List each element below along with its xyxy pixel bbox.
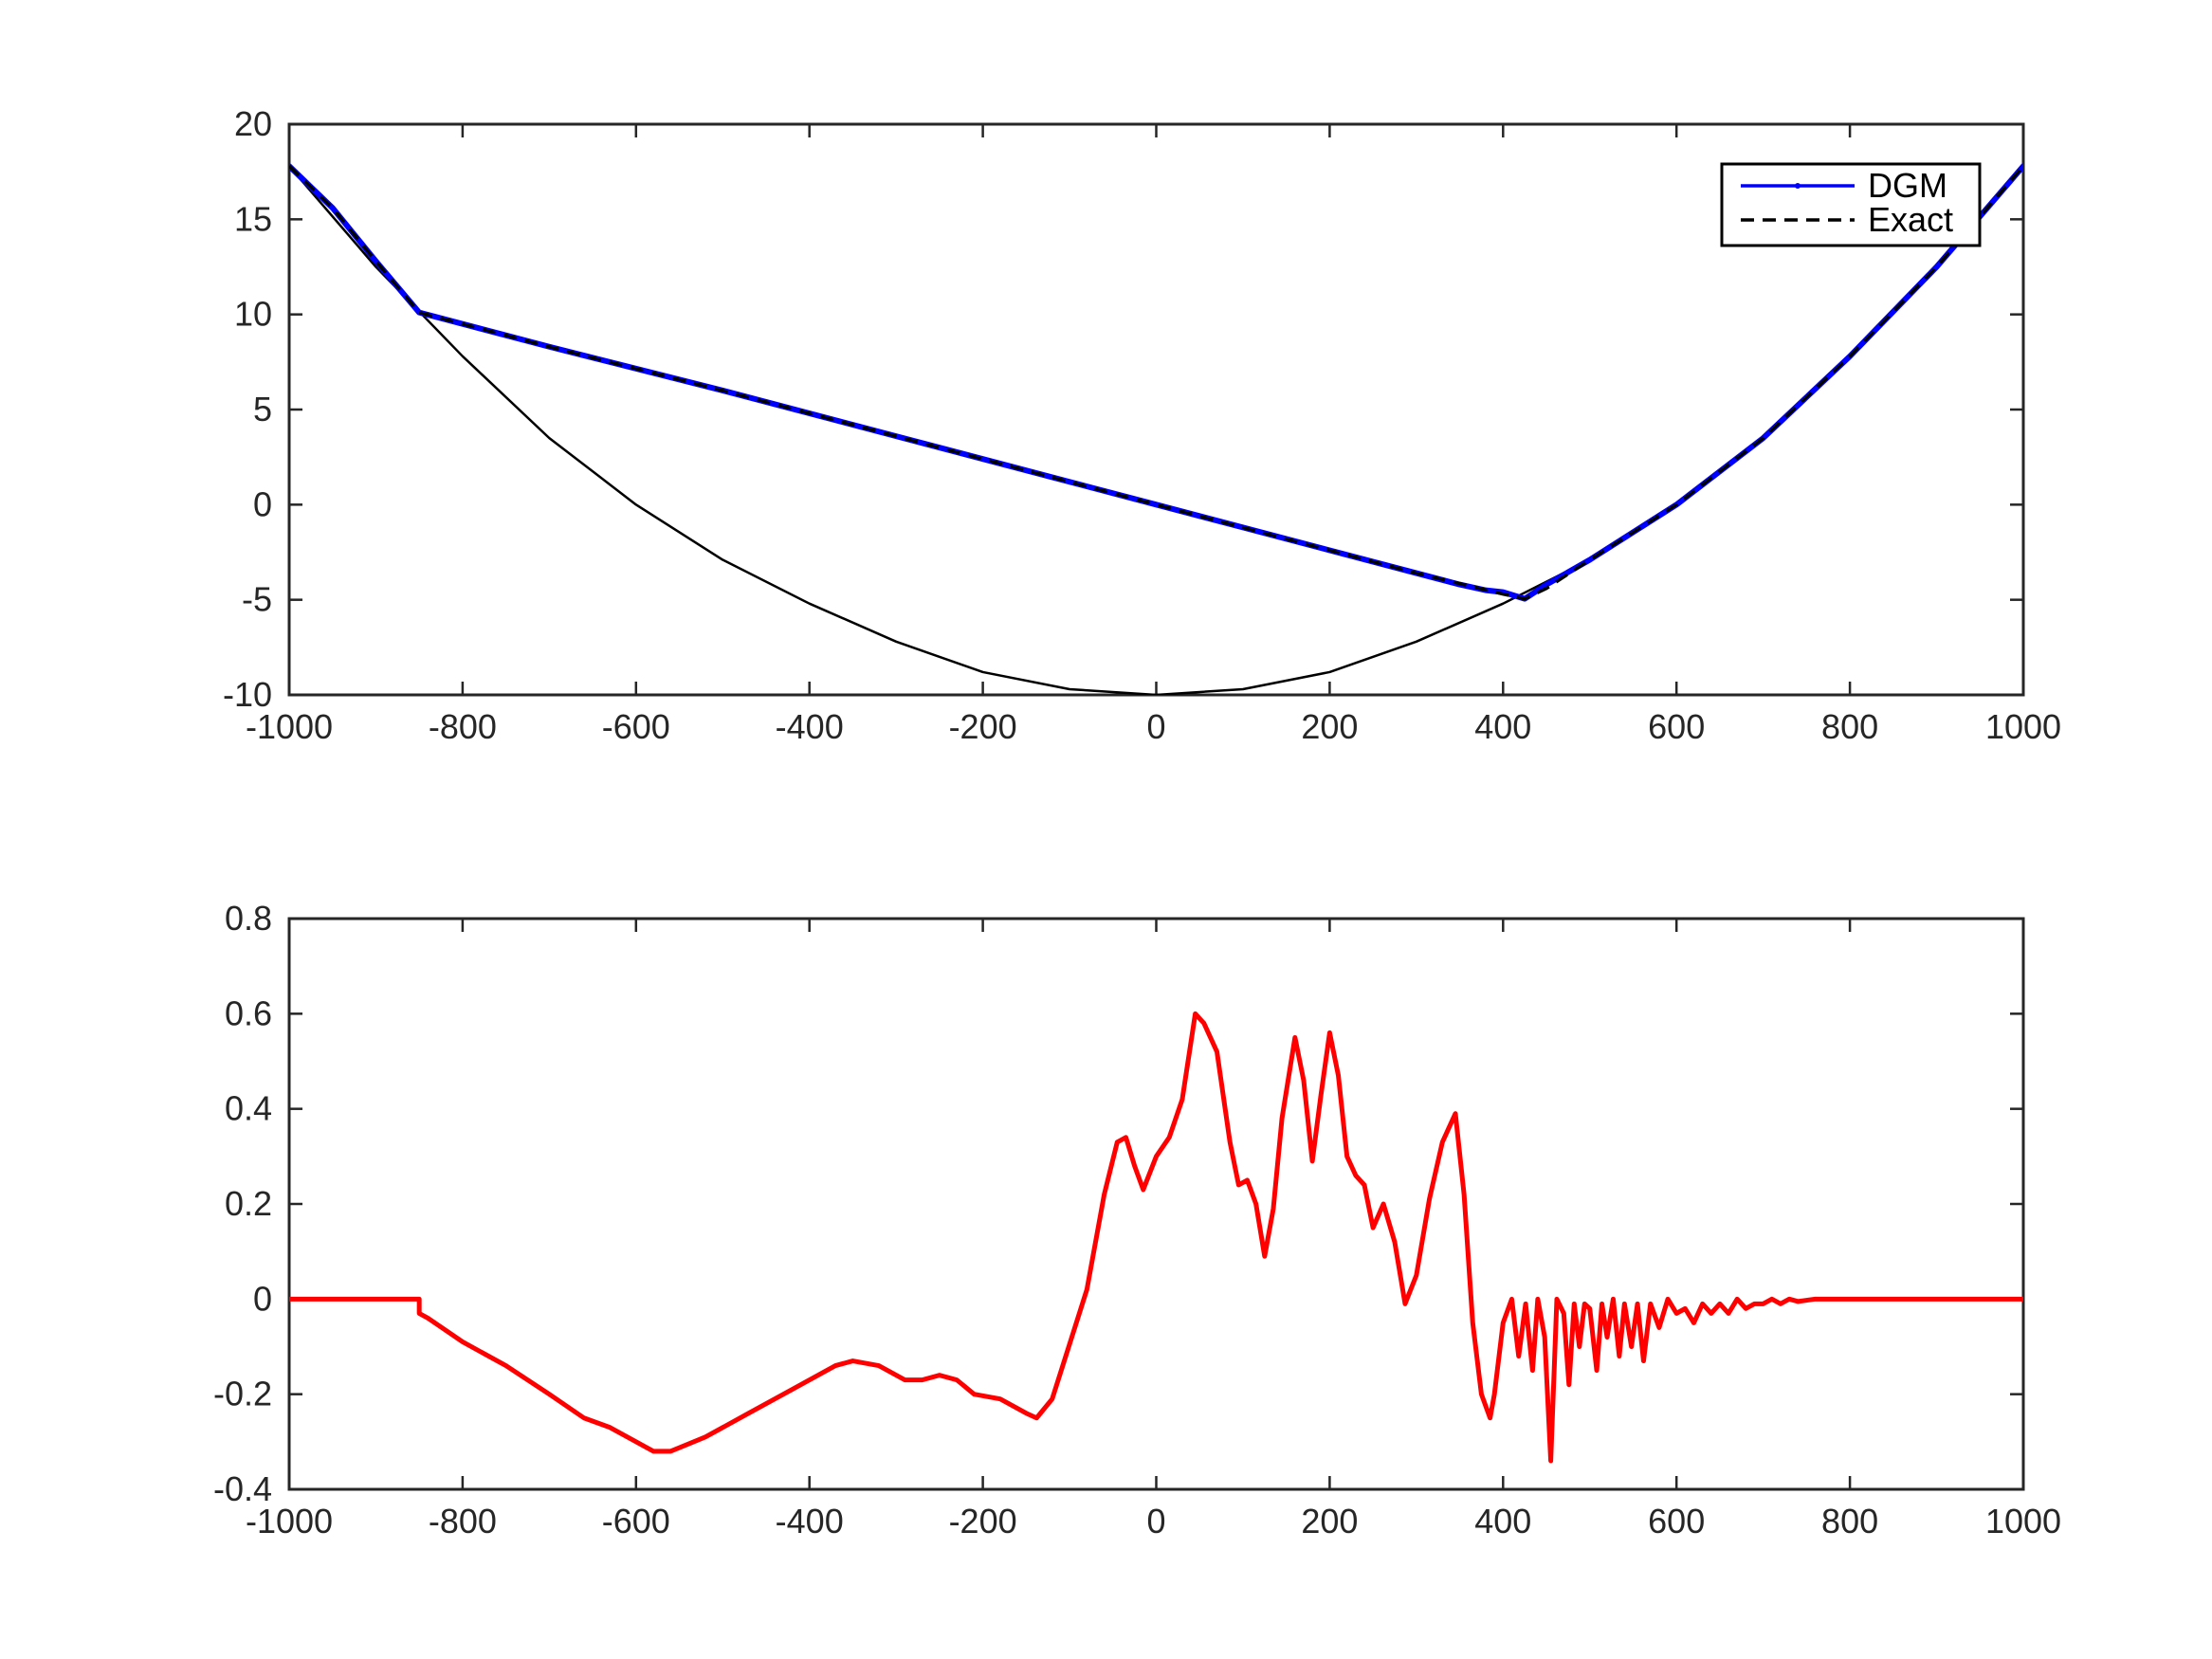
top-series-exact [289, 164, 2023, 601]
bottom-x-tick-label: 200 [1301, 1502, 1358, 1540]
legend-label-dgm: DGM [1868, 166, 1947, 205]
bottom-x-tick-label: -800 [429, 1502, 497, 1540]
bottom-y-tick-label: 0 [253, 1279, 272, 1318]
bottom-series-line-0 [289, 1011, 2023, 1464]
top-y-tick-label: 10 [234, 295, 272, 334]
legend-marker-dgm [1795, 183, 1801, 189]
bottom-x-tick-label: -1000 [246, 1502, 333, 1540]
bottom-y-tick-label: 0.2 [225, 1184, 272, 1223]
bottom-x-tick-label: 0 [1146, 1502, 1165, 1540]
top-y-tick-label: 15 [234, 199, 272, 238]
top-x-tick-label: -400 [776, 707, 844, 746]
bottom-x-tick-label: -600 [602, 1502, 670, 1540]
top-x-tick-label: -1000 [246, 707, 333, 746]
top-x-tick-label: 600 [1648, 707, 1705, 746]
bottom-x-tick-label: 400 [1474, 1502, 1531, 1540]
bottom-x-tick-label: -200 [949, 1502, 1017, 1540]
top-y-tick-label: 20 [234, 104, 272, 143]
top-x-tick-label: -600 [602, 707, 670, 746]
bottom-y-tick-label: 0.6 [225, 994, 272, 1032]
legend-label-exact: Exact [1868, 200, 1953, 239]
top-x-tick-label: 0 [1146, 707, 1165, 746]
top-x-tick-label: 800 [1821, 707, 1878, 746]
bottom-x-tick-label: 800 [1821, 1502, 1878, 1540]
bottom-x-tick-label: 600 [1648, 1502, 1705, 1540]
top-x-tick-label: 1000 [1985, 707, 2061, 746]
top-y-tick-label: 0 [253, 484, 272, 523]
bottom-y-tick-label: -0.4 [213, 1469, 272, 1508]
top-x-tick-label: 400 [1474, 707, 1531, 746]
top-x-tick-label: 200 [1301, 707, 1358, 746]
bottom-y-tick-label: 0.4 [225, 1089, 272, 1128]
top-x-tick-label: -200 [949, 707, 1017, 746]
top-y-tick-label: -5 [242, 580, 272, 619]
legend-box [1720, 162, 1982, 247]
bottom-y-tick-label: 0.8 [225, 899, 272, 938]
bottom-x-tick-label: -400 [776, 1502, 844, 1540]
bottom-axes: -1000 -800 -600 -400 -200 0 200 400 600 800 1000 -0… [213, 899, 2061, 1540]
top-axes: -1000 -800 -600 -400 -200 0 200 400 600 800 1000-1… [223, 104, 2061, 746]
top-y-tick-label: -10 [223, 675, 272, 714]
top-y-tick-label: 5 [253, 390, 272, 428]
bottom-x-tick-label: 1000 [1985, 1502, 2061, 1540]
top-x-tick-label: -800 [429, 707, 497, 746]
bottom-y-tick-label: -0.2 [213, 1375, 272, 1413]
